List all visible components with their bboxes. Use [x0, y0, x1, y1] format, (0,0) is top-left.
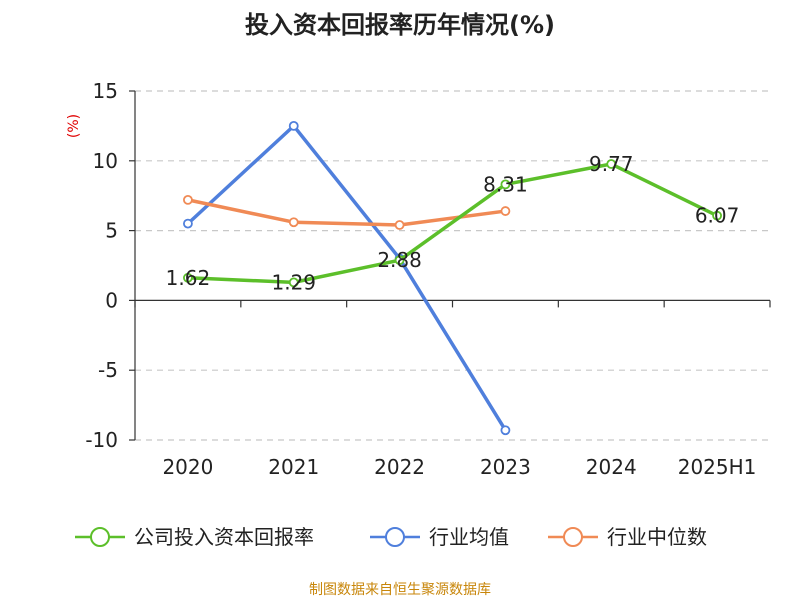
y-tick-label: -10 [85, 428, 118, 452]
series-point [288, 217, 299, 228]
x-tick-labels: 2020 2021 2022 2023 2024 2025H1 [162, 455, 756, 479]
series-line [187, 198, 506, 227]
legend-item[interactable]: 行业均值 [370, 525, 509, 549]
x-tick-label: 2025H1 [678, 455, 757, 479]
series-point [183, 272, 193, 283]
legend-marker [563, 527, 583, 547]
y-tick-label: 10 [93, 149, 118, 173]
legend-item[interactable]: 公司投入资本回报率 [75, 525, 314, 549]
data-label: 2.88 [377, 248, 422, 272]
series-point [500, 425, 511, 436]
legend-label: 行业中位数 [607, 525, 707, 549]
legend-marker [90, 527, 110, 547]
series-line [186, 124, 507, 432]
x-tick-label: 2021 [268, 455, 319, 479]
legend-item[interactable]: 行业中位数 [548, 525, 707, 549]
y-tick-labels: 15 10 5 0 -5 -10 [85, 79, 118, 452]
series-point [183, 218, 193, 229]
series-point [288, 277, 299, 288]
legend[interactable]: 公司投入资本回报率 行业均值 行业中位数 [75, 525, 707, 549]
grid-lines [135, 90, 770, 441]
series-point [288, 121, 299, 131]
legend-marker [385, 527, 405, 547]
data-label: 1.29 [271, 270, 316, 294]
data-labels: 1.62 1.29 2.88 8.31 9.77 6.07 [166, 152, 740, 294]
chart-title: 投入资本回报率历年情况(%) [245, 11, 555, 39]
x-tick-label: 2024 [586, 455, 637, 479]
axes [129, 90, 771, 441]
series-point [606, 159, 617, 169]
y-tick-label: 0 [105, 288, 118, 312]
legend-label: 行业均值 [429, 525, 509, 549]
data-label: 1.62 [166, 266, 211, 290]
data-label: 8.31 [483, 172, 528, 196]
series-point [183, 194, 193, 205]
series-point [500, 179, 511, 190]
series-point [712, 210, 722, 221]
data-label: 6.07 [695, 204, 740, 228]
x-tick-label: 2020 [162, 455, 213, 479]
legend-label: 公司投入资本回报率 [134, 525, 314, 549]
x-tick-label: 2023 [480, 455, 531, 479]
series-point [500, 206, 511, 216]
series-point [394, 220, 405, 230]
data-label: 9.77 [589, 152, 634, 176]
y-tick-label: 15 [93, 79, 118, 103]
series-point [394, 255, 405, 266]
y-axis-unit: (%) [66, 114, 82, 138]
series-group [183, 121, 722, 436]
source-note: 制图数据来自恒生聚源数据库 [309, 582, 491, 598]
y-tick-label: 5 [105, 219, 118, 243]
series-line [187, 162, 718, 285]
y-tick-label: -5 [98, 358, 118, 382]
x-tick-label: 2022 [374, 455, 425, 479]
